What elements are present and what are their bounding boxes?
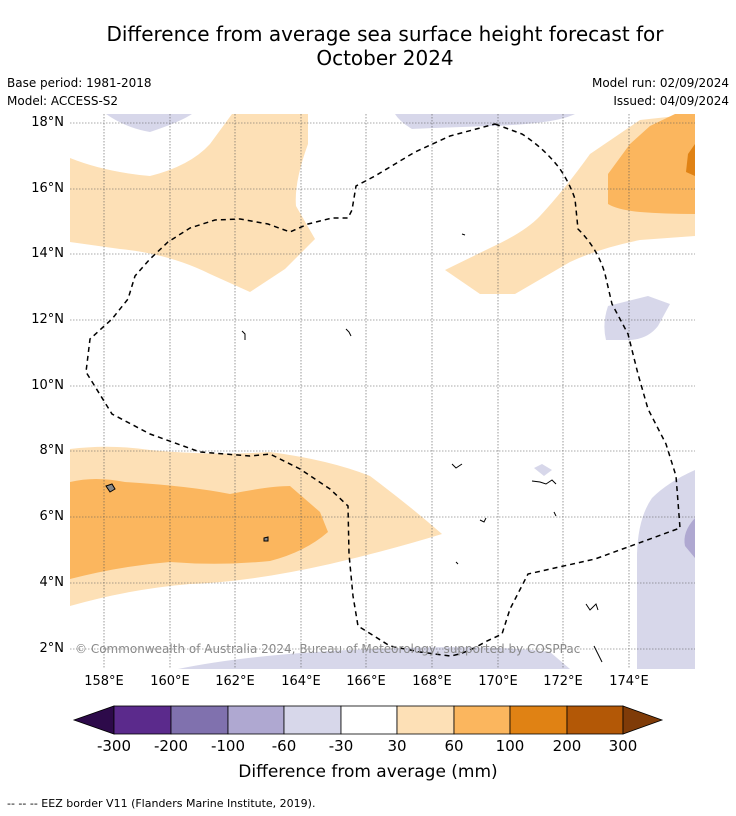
colorbar-bin-3 bbox=[227, 705, 285, 735]
colorbar-bin-2 bbox=[170, 705, 229, 735]
island-atoll-7 bbox=[585, 603, 599, 611]
lat-label-6n: 6°N bbox=[39, 509, 65, 524]
positive-anomaly-northeast-peak bbox=[686, 144, 695, 176]
lon-label-172e: 172°E bbox=[543, 674, 583, 689]
lon-label-164e: 164°E bbox=[281, 674, 321, 689]
lat-label-8n: 8°N bbox=[39, 443, 65, 458]
island-atoll-3 bbox=[461, 233, 466, 236]
meta-right: Model run: 02/09/2024 Issued: 04/09/2024 bbox=[592, 74, 729, 110]
lat-label-4n: 4°N bbox=[39, 575, 65, 590]
negative-anomaly-east-edge bbox=[684, 518, 695, 558]
eez-footnote: -- -- -- EEZ border V11 (Flanders Marine… bbox=[7, 797, 316, 810]
colorbar-bin-1 bbox=[113, 705, 172, 735]
colorbar-bin-8 bbox=[509, 705, 568, 735]
title-line-1: Difference from average sea surface heig… bbox=[106, 22, 664, 46]
positive-anomaly-southwest-core bbox=[70, 479, 328, 579]
lat-label-18n: 18°N bbox=[31, 115, 64, 130]
colorbar-extend-high bbox=[622, 705, 664, 735]
islands bbox=[105, 233, 603, 663]
island-atoll-4 bbox=[451, 463, 463, 469]
island-atoll-2 bbox=[345, 328, 352, 337]
negative-anomaly-marshall bbox=[534, 464, 552, 476]
island-atoll-5 bbox=[531, 479, 557, 485]
positive-anomaly-northwest bbox=[70, 114, 315, 292]
copyright-notice: © Commonwealth of Australia 2024, Bureau… bbox=[75, 642, 581, 656]
colorbar bbox=[72, 705, 664, 735]
colorbar-tick-300: 300 bbox=[608, 737, 638, 755]
lon-label-174e: 174°E bbox=[609, 674, 649, 689]
colorbar-tick-200: 200 bbox=[552, 737, 582, 755]
model-run: Model run: 02/09/2024 bbox=[591, 76, 729, 90]
colorbar-tick-m60: -60 bbox=[271, 737, 297, 755]
lon-label-170e: 170°E bbox=[478, 674, 518, 689]
lon-label-158e: 158°E bbox=[84, 674, 124, 689]
island-atoll-10 bbox=[455, 561, 459, 565]
island-atoll-8 bbox=[593, 645, 603, 663]
negative-anomaly-east-small bbox=[604, 296, 670, 340]
lat-label-10n: 10°N bbox=[31, 378, 64, 393]
colorbar-bin-5 bbox=[340, 705, 398, 735]
colorbar-tick-60: 60 bbox=[444, 737, 464, 755]
lon-label-162e: 162°E bbox=[215, 674, 255, 689]
issued-date: Issued: 04/09/2024 bbox=[613, 94, 729, 108]
map-title: Difference from average sea surface heig… bbox=[60, 22, 710, 70]
island-atoll-6 bbox=[479, 517, 487, 523]
model-name: Model: ACCESS-S2 bbox=[7, 94, 119, 108]
colorbar-bin-4 bbox=[283, 705, 342, 735]
title-line-2: October 2024 bbox=[316, 46, 454, 70]
colorbar-bin-7 bbox=[453, 705, 511, 735]
island-pohnpei bbox=[105, 483, 116, 493]
colorbar-tick-100: 100 bbox=[495, 737, 525, 755]
negative-anomaly-south bbox=[178, 647, 570, 669]
island-atoll-1 bbox=[241, 330, 246, 340]
gridlines bbox=[70, 114, 695, 669]
lat-label-12n: 12°N bbox=[31, 312, 64, 327]
colorbar-tick-m200: -200 bbox=[153, 737, 189, 755]
negative-anomaly-southeast bbox=[637, 470, 695, 669]
island-kosrae bbox=[263, 536, 269, 542]
island-atoll-9 bbox=[553, 511, 557, 517]
eez-border bbox=[85, 123, 681, 657]
colorbar-bin-6 bbox=[396, 705, 455, 735]
lat-label-2n: 2°N bbox=[39, 641, 65, 656]
colorbar-extend-low bbox=[72, 705, 115, 735]
colorbar-tick-m100: -100 bbox=[210, 737, 246, 755]
sea-height-map bbox=[70, 114, 695, 669]
lon-label-160e: 160°E bbox=[150, 674, 190, 689]
colorbar-tick-m30: -30 bbox=[328, 737, 354, 755]
lat-label-16n: 16°N bbox=[31, 181, 64, 196]
base-period: Base period: 1981-2018 bbox=[7, 76, 152, 90]
lon-label-168e: 168°E bbox=[412, 674, 452, 689]
colorbar-bin-9 bbox=[566, 705, 624, 735]
colorbar-title: Difference from average (mm) bbox=[238, 762, 498, 782]
negative-anomaly-top-center bbox=[395, 114, 575, 129]
meta-left: Base period: 1981-2018 Model: ACCESS-S2 bbox=[7, 74, 152, 110]
lon-label-166e: 166°E bbox=[346, 674, 386, 689]
colorbar-tick-m300: -300 bbox=[96, 737, 132, 755]
lat-label-14n: 14°N bbox=[31, 246, 64, 261]
colorbar-tick-30: 30 bbox=[387, 737, 407, 755]
